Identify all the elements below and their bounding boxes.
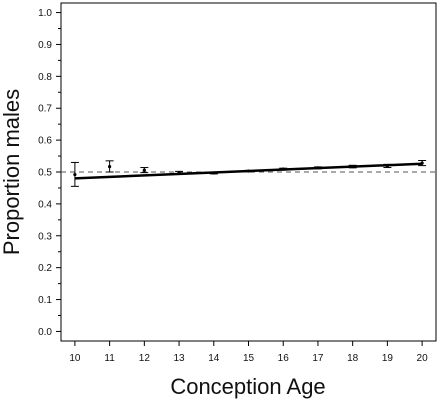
data-point xyxy=(73,172,77,177)
data-point xyxy=(351,164,355,169)
x-tick-label: 15 xyxy=(243,353,255,364)
x-tick-label: 13 xyxy=(173,353,185,364)
data-point xyxy=(246,169,251,173)
y-tick-label: 0.5 xyxy=(38,168,52,179)
y-tick-label: 0.6 xyxy=(38,136,52,147)
data-points xyxy=(70,160,427,187)
y-tick-label: 0.2 xyxy=(38,263,52,274)
data-point xyxy=(385,164,389,168)
data-point xyxy=(420,161,424,165)
x-tick-label: 16 xyxy=(278,353,290,364)
x-tick-label: 19 xyxy=(382,353,394,364)
x-tick-label: 14 xyxy=(208,353,220,364)
x-tick-label: 12 xyxy=(139,353,151,364)
y-tick-label: 0.4 xyxy=(38,199,52,210)
data-point xyxy=(316,166,320,170)
y-tick-label: 0.0 xyxy=(38,327,52,338)
data-point xyxy=(177,171,181,175)
y-axis-title: Proportion males xyxy=(0,89,24,255)
x-tick-label: 11 xyxy=(104,353,115,364)
y-tick-label: 0.3 xyxy=(38,231,52,242)
data-point xyxy=(281,167,285,171)
data-point xyxy=(142,168,146,172)
y-tick-label: 0.1 xyxy=(38,295,52,306)
y-axis: 0.0 0.1 0.2 0.3 0.4 0.5 0.6 0.7 0.8 0.9 1.0 xyxy=(38,8,61,338)
x-tick-label: 17 xyxy=(312,353,324,364)
x-axis: 10 11 12 13 14 15 16 17 18 19 20 xyxy=(69,341,428,364)
data-point xyxy=(108,164,112,169)
x-axis-title: Conception Age xyxy=(170,374,325,399)
data-point xyxy=(212,171,216,175)
x-tick-label: 20 xyxy=(417,353,429,364)
y-tick-label: 0.8 xyxy=(38,72,52,83)
y-tick-label: 1.0 xyxy=(38,8,52,19)
x-tick-label: 18 xyxy=(347,353,359,364)
x-tick-label: 10 xyxy=(69,353,81,364)
y-tick-label: 0.9 xyxy=(38,40,52,51)
y-tick-label: 0.7 xyxy=(38,104,52,115)
